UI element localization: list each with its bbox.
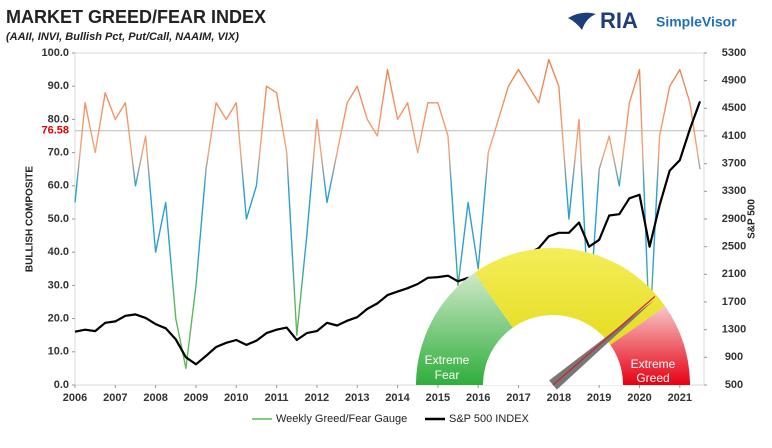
gauge-label: Fear	[435, 368, 460, 382]
logo-name: SimpleVisor	[656, 14, 737, 30]
index-line	[74, 101, 702, 366]
gauge-line	[74, 58, 701, 370]
y2-tick-label: 500	[725, 379, 743, 391]
x-tick-label: 2016	[466, 392, 490, 404]
x-tick-label: 2010	[224, 392, 248, 404]
x-tick-label: 2015	[426, 392, 450, 404]
legend-label: Weekly Greed/Fear Gauge	[276, 413, 407, 425]
x-tick-label: 2009	[184, 392, 208, 404]
gauge-fear	[416, 272, 513, 385]
y-tick-label: 50.0	[48, 213, 69, 225]
y-tick-label: 90.0	[48, 80, 69, 92]
x-tick-label: 2021	[668, 392, 692, 404]
reference-label: 76.58	[41, 125, 69, 137]
chart-title: MARKET GREED/FEAR INDEX	[6, 7, 266, 27]
y-tick-label: 40.0	[48, 246, 69, 258]
x-tick-label: 2012	[305, 392, 329, 404]
y-tick-label: 0.0	[54, 379, 69, 391]
gauge-neutral	[474, 248, 666, 345]
gauge-greed	[610, 306, 690, 385]
y2-tick-label: 1700	[722, 296, 746, 308]
y-tick-label: 20.0	[48, 313, 69, 325]
chart-subtitle: (AAII, INVI, Bullish Pct, Put/Call, NAAI…	[6, 31, 239, 43]
y-tick-label: 100.0	[41, 47, 69, 59]
x-tick-label: 2014	[385, 392, 410, 404]
logo-mark: RIA	[600, 8, 638, 33]
gauge-needle-tip	[552, 295, 656, 386]
gauge-label: Extreme	[631, 357, 676, 371]
y2-axis-label: S&P 500	[747, 199, 758, 239]
y2-tick-label: 4100	[722, 130, 746, 142]
gauge-label: Greed	[636, 371, 669, 385]
x-tick-label: 2019	[587, 392, 611, 404]
gauge-inner	[483, 315, 623, 385]
gauge-label: Extreme	[425, 353, 470, 367]
y-tick-label: 70.0	[48, 147, 69, 159]
y2-tick-label: 2500	[722, 241, 746, 253]
y2-tick-label: 4500	[722, 102, 746, 114]
y2-tick-label: 900	[725, 351, 743, 363]
x-tick-label: 2018	[547, 392, 571, 404]
x-tick-label: 2007	[103, 392, 127, 404]
y2-tick-label: 3300	[722, 185, 746, 197]
y2-tick-label: 5300	[722, 47, 746, 59]
x-tick-label: 2020	[627, 392, 651, 404]
x-tick-label: 2008	[143, 392, 167, 404]
y-tick-label: 30.0	[48, 279, 69, 291]
y2-tick-label: 1300	[722, 324, 746, 336]
logo-icon	[568, 12, 596, 30]
x-tick-label: 2011	[265, 392, 289, 404]
y2-tick-label: 2100	[722, 268, 746, 280]
y-tick-label: 10.0	[48, 346, 69, 358]
y2-tick-label: 3700	[722, 158, 746, 170]
y-tick-label: 80.0	[48, 113, 69, 125]
y2-tick-label: 4900	[722, 75, 746, 87]
x-tick-label: 2006	[63, 392, 87, 404]
gauge-needle	[549, 300, 655, 390]
y-tick-label: 60.0	[48, 180, 69, 192]
y-axis-label: BULLISH COMPOSITE	[25, 166, 36, 272]
y2-tick-label: 2900	[722, 213, 746, 225]
legend-label: S&P 500 INDEX	[449, 413, 530, 425]
x-tick-label: 2017	[506, 392, 530, 404]
x-tick-label: 2013	[345, 392, 369, 404]
logo: RIA SimpleVisor	[568, 8, 737, 33]
